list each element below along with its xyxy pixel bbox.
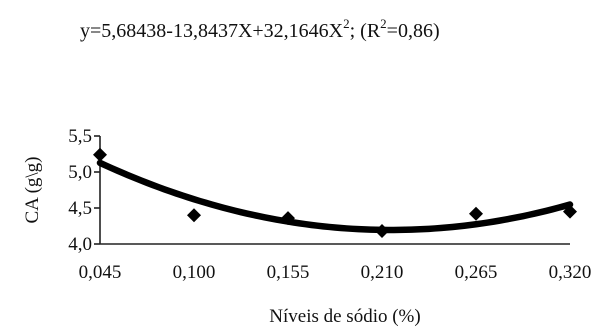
equation-suffix: =0,86) (387, 20, 440, 42)
equation-r2-exponent: 2 (380, 16, 387, 31)
data-point (187, 208, 201, 223)
y-axis-title: CA (g\g) (22, 156, 43, 223)
x-tick-label: 0,155 (267, 262, 310, 283)
y-tick-label: 5,0 (68, 162, 92, 183)
y-tick-label: 4,5 (68, 198, 92, 219)
x-tick-label: 0,100 (173, 262, 216, 283)
data-markers (93, 147, 577, 239)
data-point (563, 204, 577, 219)
data-point (281, 211, 295, 226)
y-tick-label: 5,5 (68, 126, 92, 147)
x-tick-label: 0,210 (361, 262, 404, 283)
x-axis-title: Níveis de sódio (%) (269, 306, 420, 327)
x-tick-label: 0,320 (549, 262, 592, 283)
data-point (375, 224, 389, 239)
y-tick-label: 4,0 (68, 234, 92, 255)
equation-middle: ; (R (350, 20, 381, 42)
x-tick-label: 0,265 (455, 262, 498, 283)
equation-prefix: y=5,68438-13,8437X+32,1646X (80, 20, 344, 42)
x-ticks: 0,045 0,100 0,155 0,210 0,265 0,320 (79, 262, 592, 283)
regression-curve (96, 159, 574, 234)
y-ticks: 4,0 4,5 5,0 5,5 (68, 126, 100, 255)
regression-equation: y=5,68438-13,8437X+32,1646X2; (R2=0,86) (80, 16, 440, 42)
data-point (93, 147, 107, 162)
data-point (469, 206, 483, 221)
x-tick-label: 0,045 (79, 262, 122, 283)
equation-exponent: 2 (343, 16, 350, 31)
